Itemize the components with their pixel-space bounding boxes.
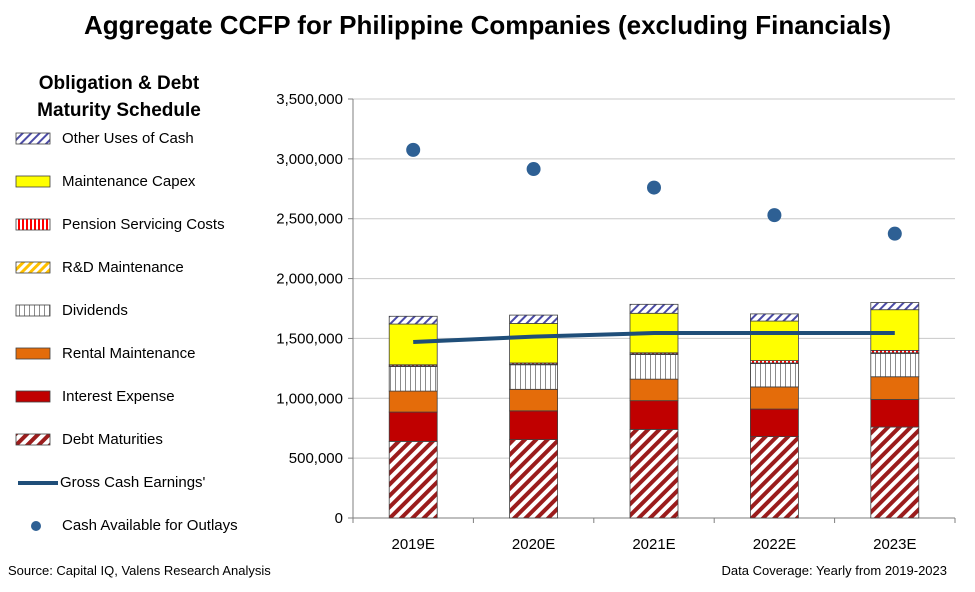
coverage-note: Data Coverage: Yearly from 2019-2023 <box>721 563 947 578</box>
legend-item: Pension Servicing Costs <box>10 213 255 237</box>
legend-item: Maintenance Capex <box>10 170 255 194</box>
bar-segment <box>388 323 438 366</box>
legend-label: Dividends <box>62 302 128 319</box>
line-series <box>413 331 895 345</box>
bar-segment <box>509 323 559 364</box>
bar-segment <box>629 378 679 402</box>
legend-item: Debt Maturities <box>10 428 255 452</box>
source-note: Source: Capital IQ, Valens Research Anal… <box>8 563 271 578</box>
bars <box>388 302 920 519</box>
legend-swatch <box>15 347 51 360</box>
bar-segment <box>750 313 799 322</box>
chart-title: Aggregate CCFP for Philippine Companies … <box>83 10 892 40</box>
x-tick-label: 2023E <box>873 536 916 553</box>
gross-cash-earnings-line <box>413 331 895 345</box>
legend-item: Gross Cash Earnings' <box>10 471 255 495</box>
cash-available-point <box>767 208 782 223</box>
legend-item: Cash Available for Outlays <box>10 514 255 538</box>
legend-swatch <box>15 433 51 446</box>
legend-label: R&D Maintenance <box>62 259 184 276</box>
x-tick-label: 2019E <box>392 536 435 553</box>
scatter-series <box>406 142 902 241</box>
bar-segment <box>870 399 920 428</box>
legend-label: Other Uses of Cash <box>62 130 194 147</box>
bar-segment <box>629 303 679 314</box>
legend-label: Gross Cash Earnings' <box>60 474 206 491</box>
y-tick-label: 1,000,000 <box>276 390 343 407</box>
legend-swatch <box>15 175 51 188</box>
bar-segment <box>870 309 920 351</box>
bar-segment <box>870 352 920 378</box>
legend-swatch <box>15 304 51 317</box>
bar-segment <box>509 388 559 412</box>
bar-segment <box>509 314 559 324</box>
legend-label: Cash Available for Outlays <box>62 517 238 534</box>
y-tick-label: 1,500,000 <box>276 330 343 347</box>
y-tick-label: 0 <box>335 510 343 527</box>
legend-swatch <box>31 521 41 531</box>
y-tick-label: 2,000,000 <box>276 271 343 288</box>
legend-label: Rental Maintenance <box>62 345 196 362</box>
legend-swatch <box>15 261 51 274</box>
bar-segment <box>629 354 679 380</box>
bar-segment <box>750 363 799 388</box>
x-tick-label: 2022E <box>753 536 796 553</box>
legend-item: Interest Expense <box>10 385 255 409</box>
legend-label: Maintenance Capex <box>62 173 196 190</box>
legend-swatch <box>18 481 58 485</box>
cash-available-point <box>887 226 902 241</box>
legend-title-line-2: Maturity Schedule <box>37 100 201 121</box>
bar-segment <box>509 410 559 440</box>
bar-segment <box>870 376 920 400</box>
bar-segment <box>388 366 438 392</box>
bar-segment <box>388 315 438 325</box>
bar-segment <box>629 400 679 430</box>
bar-segment <box>388 390 438 413</box>
bar-segment <box>509 439 559 519</box>
legend-swatch <box>15 390 51 403</box>
legend-item: R&D Maintenance <box>10 256 255 280</box>
bar-segment <box>750 408 799 437</box>
bar-segment <box>750 320 799 361</box>
legend-label: Interest Expense <box>62 388 175 405</box>
y-tick-label: 3,000,000 <box>276 151 343 168</box>
bar-segment <box>870 426 920 519</box>
legend-swatch <box>15 218 51 231</box>
legend-item: Rental Maintenance <box>10 342 255 366</box>
bar-segment <box>388 411 438 442</box>
legend-label: Pension Servicing Costs <box>62 216 225 233</box>
legend-swatch <box>15 132 51 145</box>
bar-segment <box>750 436 799 519</box>
bar-segment <box>750 386 799 410</box>
cash-available-point <box>406 142 421 157</box>
bar-segment <box>629 429 679 519</box>
y-tick-label: 500,000 <box>289 450 343 467</box>
axes: 0 500,000 1,000,000 1,500,000 2,000,000 2,500… <box>276 91 956 553</box>
legend-title: Obligation & Debt Maturity Schedule <box>14 70 224 124</box>
y-tick-label: 2,500,000 <box>276 211 343 228</box>
y-tick-label: 3,500,000 <box>276 91 343 108</box>
bar-segment <box>509 364 559 390</box>
cash-available-point <box>647 180 661 195</box>
cash-available-point <box>526 162 541 177</box>
legend-item: Other Uses of Cash <box>10 127 255 151</box>
x-tick-label: 2021E <box>632 536 675 553</box>
bar-segment <box>388 440 438 519</box>
x-tick-label: 2020E <box>512 536 555 553</box>
legend-item: Dividends <box>10 299 255 323</box>
bar-segment <box>870 302 920 311</box>
legend-label: Debt Maturities <box>62 431 163 448</box>
legend-title-line-1: Obligation & Debt <box>38 73 200 94</box>
